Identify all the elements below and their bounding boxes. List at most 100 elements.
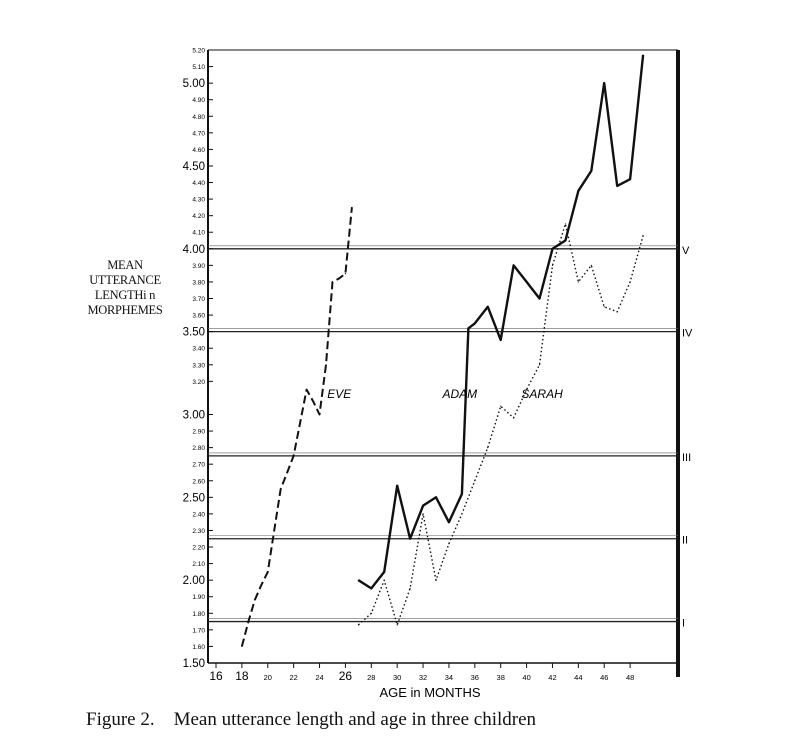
data-point-sarah (564, 223, 567, 225)
stage-label: IV (682, 328, 693, 340)
y-tick-label: 1.50 (183, 658, 205, 670)
data-point-eve (325, 364, 327, 366)
data-point-adam (409, 538, 411, 540)
data-point-adam (642, 54, 644, 56)
y-tick-label: 2.80 (192, 445, 205, 452)
y-tick-label: 4.90 (192, 97, 205, 104)
data-point-adam (383, 571, 385, 573)
figure-caption: Figure 2. Mean utterance length and age … (86, 709, 537, 730)
data-point-adam (448, 521, 450, 523)
data-point-adam (564, 239, 567, 242)
series-label-sarah: SARAH (521, 387, 563, 401)
x-tick-label: 34 (445, 673, 453, 682)
y-tick-label: 3.00 (183, 409, 205, 421)
data-point-adam (467, 327, 469, 329)
data-point-eve (338, 278, 340, 280)
y-tick-label: 3.50 (183, 327, 205, 339)
y-tick-label: 3.60 (192, 313, 205, 320)
x-tick-label: 24 (315, 673, 323, 682)
y-tick-label: 1.60 (192, 644, 205, 651)
x-tick-label: 22 (289, 673, 297, 682)
data-point-sarah (487, 447, 489, 449)
series-label-adam: ADAM (441, 387, 477, 401)
series-line-eve (240, 207, 353, 647)
data-point-sarah (590, 264, 592, 266)
y-tick-label: 5.20 (192, 48, 205, 55)
stage-label: V (682, 245, 690, 257)
data-point-sarah (396, 624, 398, 626)
data-point-sarah (642, 234, 644, 237)
x-tick-label: 26 (339, 669, 353, 683)
data-point-adam (500, 339, 502, 341)
data-point-eve (305, 389, 308, 391)
data-point-sarah (435, 579, 437, 581)
y-tick-label: 3.40 (192, 346, 205, 353)
y-tick-label: 2.50 (183, 492, 205, 504)
data-point-adam (461, 493, 463, 495)
y-tick-label: 3.20 (192, 379, 205, 386)
plot-frame (207, 49, 680, 677)
y-axis-ticks: 1.50 1.60 1.70 1.80 1.90 2.00 2.10 2.20 2.30 2.40… (183, 48, 213, 670)
y-tick-label: 2.20 (192, 545, 205, 552)
data-point-adam (422, 505, 424, 507)
data-point-eve (299, 422, 301, 424)
y-axis-label-line: MORPHEMES (87, 303, 163, 317)
data-point-sarah (474, 480, 476, 482)
y-tick-label: 4.80 (192, 114, 205, 121)
data-point-eve (247, 620, 249, 623)
y-axis-label-line: UTTERANCE (89, 273, 161, 287)
y-tick-label: 4.70 (192, 130, 205, 137)
data-point-sarah (422, 513, 424, 515)
y-tick-label: 3.70 (192, 296, 205, 303)
y-tick-label: 2.40 (192, 511, 205, 518)
data-point-sarah (551, 264, 554, 266)
data-point-sarah (383, 579, 385, 581)
series-line-adam (357, 54, 645, 590)
data-point-adam (629, 178, 631, 180)
x-tick-label: 44 (574, 673, 582, 682)
stage-label: I (682, 618, 685, 630)
y-tick-label: 4.10 (192, 230, 205, 237)
y-tick-label: 4.20 (192, 213, 205, 220)
data-point-adam (551, 248, 554, 250)
series-labels: EVE ADAM SARAH (327, 387, 563, 401)
data-point-eve (260, 584, 262, 586)
y-tick-label: 4.00 (183, 244, 205, 256)
data-point-adam (370, 587, 372, 590)
data-point-sarah (500, 405, 502, 407)
y-tick-label: 4.50 (183, 161, 205, 173)
y-tick-label: 4.40 (192, 180, 205, 187)
data-point-eve (267, 571, 269, 573)
data-point-adam (577, 190, 579, 192)
y-axis-label: MEAN UTTERANCE LENGTHi n MORPHEMES (70, 258, 180, 318)
data-point-adam (435, 496, 437, 498)
data-point-eve (280, 488, 282, 490)
data-point-adam (603, 82, 605, 84)
x-tick-label: 36 (471, 673, 479, 682)
y-tick-label: 2.10 (192, 561, 205, 568)
data-point-eve (241, 645, 243, 648)
stage-label: II (682, 535, 688, 547)
y-tick-label: 2.60 (192, 478, 205, 485)
y-tick-label: 4.60 (192, 147, 205, 154)
x-tick-label: 30 (393, 673, 401, 682)
data-point-sarah (513, 417, 515, 419)
data-point-sarah (603, 306, 605, 308)
y-tick-label: 3.30 (192, 362, 205, 369)
x-tick-label: 40 (522, 673, 530, 682)
data-point-sarah (538, 364, 541, 366)
x-tick-label: 46 (600, 673, 608, 682)
data-point-eve (331, 281, 334, 283)
data-point-adam (616, 185, 618, 187)
x-axis-label: AGE in MONTHS (379, 685, 480, 700)
data-point-sarah (616, 311, 618, 313)
data-point-sarah (357, 624, 359, 626)
x-tick-label: 18 (235, 669, 249, 683)
data-point-eve (344, 273, 347, 275)
x-tick-label: 20 (264, 673, 272, 682)
data-point-adam (396, 485, 398, 487)
data-point-sarah (577, 281, 579, 283)
y-tick-label: 2.30 (192, 528, 205, 535)
y-axis-label-line: MEAN (107, 258, 143, 272)
series-label-eve: EVE (327, 387, 352, 401)
